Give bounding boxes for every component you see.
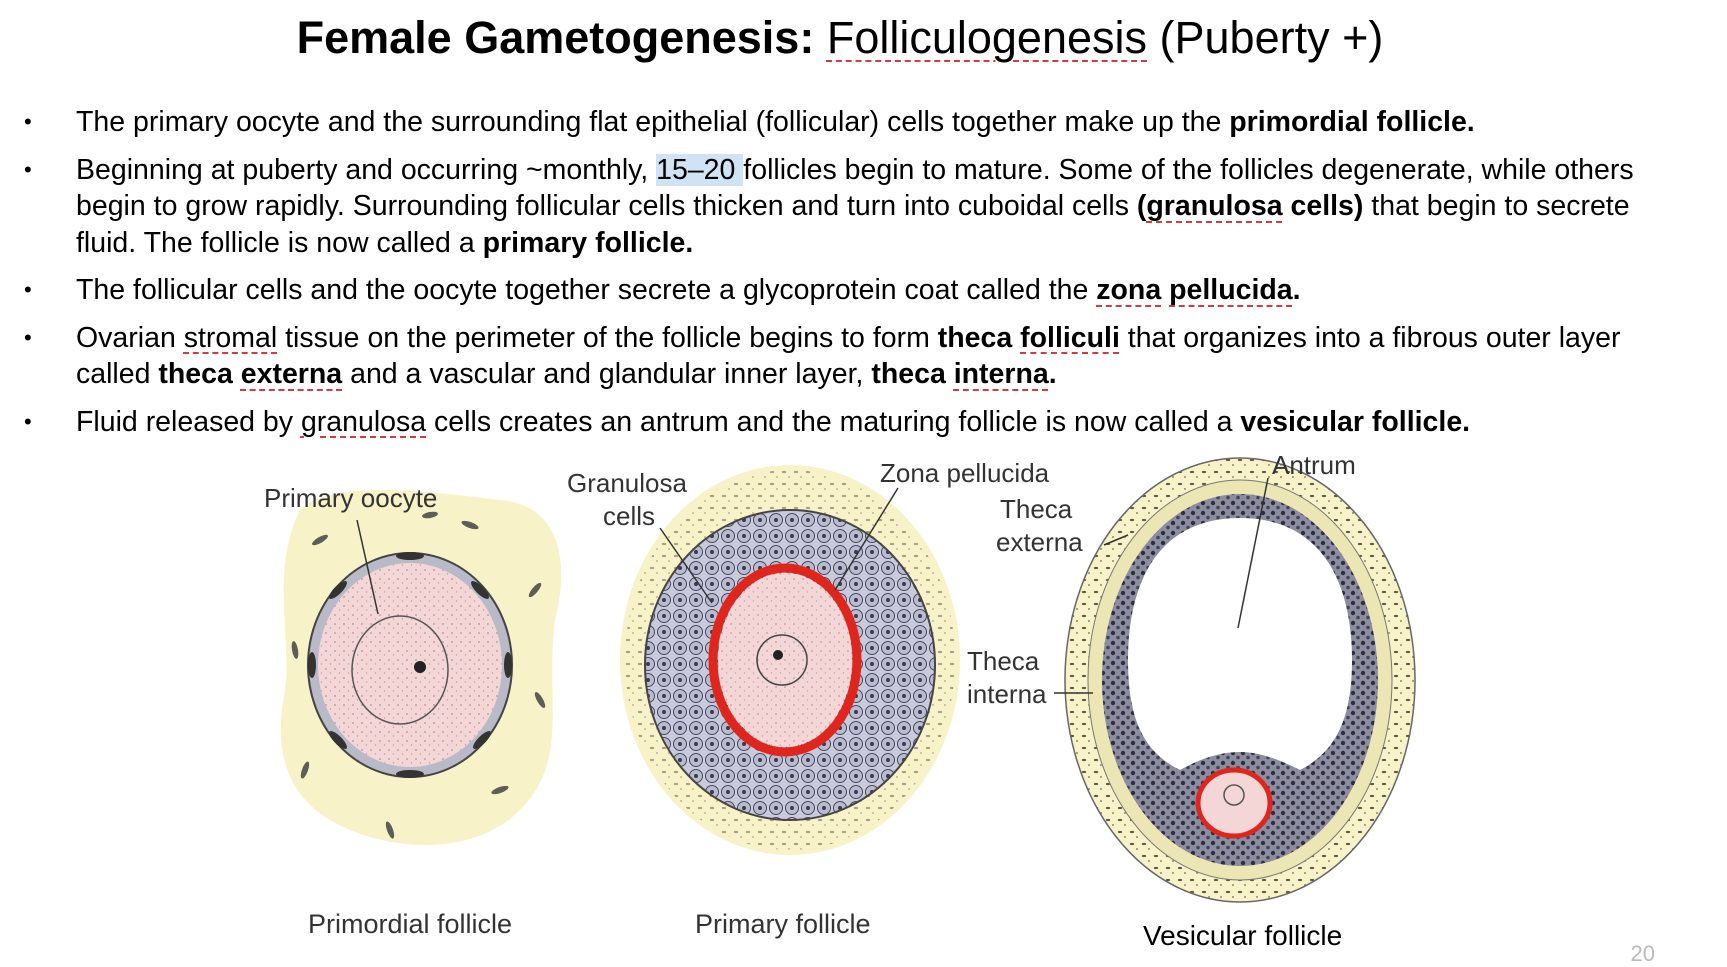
- label-theca-externa-2: externa: [996, 527, 1083, 557]
- zona-pellucida-term: zona pellucida.: [1096, 274, 1300, 306]
- bullet-2-text-c: that begin to secrete fluid. The follicl…: [76, 190, 1630, 259]
- leader-primary-oocyte: [356, 519, 379, 615]
- externa-word: externa: [240, 358, 343, 390]
- leader-granulosa: [659, 527, 713, 604]
- label-zona-pellucida: Zona pellucida: [880, 458, 1050, 488]
- leader-theca-externa: [1103, 534, 1129, 546]
- stromal-term: stromal: [183, 321, 278, 354]
- caption-primary: Primary follicle: [695, 909, 871, 939]
- stromal-cells: [291, 511, 546, 839]
- bullet-4-text-d: and a vascular and glandular inner layer…: [342, 358, 872, 390]
- bullet-4-text-b: tissue on the perimeter of the follicle …: [277, 321, 938, 354]
- bullet-dot-icon: •: [24, 156, 32, 182]
- bullet-5: • Fluid released by granulosa cells creat…: [0, 404, 1727, 441]
- slide-title: Female Gametogenesis: Folliculogenesis (…: [0, 12, 1680, 64]
- label-granulosa-cells: cells: [603, 501, 655, 531]
- label-theca-interna-2: interna: [967, 679, 1047, 709]
- period: .: [1048, 358, 1057, 390]
- theca-interna-term: theca interna.: [871, 358, 1056, 390]
- zona-pellucida-ring: [1195, 767, 1273, 839]
- label-granulosa: Granulosa: [567, 468, 687, 498]
- label-theca-interna-1: Theca: [967, 646, 1040, 676]
- bullet-2-granulosa: (granulosa cells): [1137, 190, 1364, 222]
- primary-follicle-drawing: [620, 465, 960, 855]
- bullet-dot-icon: •: [24, 109, 32, 134]
- oocyte-stipple: [718, 573, 852, 747]
- theca-word: theca: [871, 358, 954, 390]
- title-term: Folliculogenesis: [826, 12, 1148, 63]
- bullet-5-bold: vesicular follicle.: [1240, 405, 1471, 438]
- pellucida-word: pellucida: [1169, 274, 1293, 306]
- bullet-3-text: The follicular cells and the oocyte toge…: [76, 274, 1097, 306]
- title-rest: (Puberty +): [1159, 12, 1384, 63]
- title-bold: Female Gametogenesis:: [296, 12, 815, 63]
- bullet-3: • The follicular cells and the oocyte tog…: [0, 272, 1727, 309]
- period: .: [1292, 274, 1301, 306]
- text-selection-highlight: 15–20: [656, 153, 744, 186]
- bullet-4-text-a: Ovarian: [76, 321, 184, 354]
- bullet-list: • The primary oocyte and the surrounding …: [0, 104, 1727, 451]
- bullet-1: • The primary oocyte and the surrounding …: [0, 104, 1727, 141]
- bullet-2: • Beginning at puberty and occurring ~mon…: [0, 152, 1727, 262]
- bullet-5-text-a: Fluid released by: [76, 405, 301, 438]
- nucleolus: [773, 650, 783, 660]
- primordial-follicle-drawing: [280, 490, 562, 845]
- oocyte-nucleus: [351, 615, 449, 725]
- leader-zona: [834, 487, 899, 591]
- label-antrum: Antrum: [1272, 450, 1356, 480]
- bullet-4-text-c: that organizes into a fibrous outer laye…: [76, 321, 1621, 391]
- bullet-2-text-b: follicles begin to mature. Some of the f…: [76, 153, 1634, 223]
- oocyte-nucleus: [1223, 784, 1245, 806]
- paren-close: cells): [1282, 190, 1364, 222]
- antrum-cavity: [1128, 518, 1352, 770]
- oocyte-stipple: [318, 563, 502, 767]
- theca-externa-term: theca externa: [158, 358, 342, 390]
- folliculi-word: folliculi: [1020, 321, 1120, 354]
- paren-open: (: [1136, 190, 1147, 222]
- slide-number: 20: [1630, 941, 1655, 966]
- theca-word: theca: [158, 358, 241, 390]
- theca-word: theca: [937, 321, 1021, 354]
- bullet-2-text-a: Beginning at puberty and occurring ~mont…: [76, 153, 657, 186]
- nucleolus: [414, 661, 426, 673]
- bullet-dot-icon: •: [24, 324, 32, 350]
- interna-word: interna: [953, 358, 1049, 390]
- granulosa-term: granulosa: [300, 405, 427, 438]
- label-theca-externa-1: Theca: [1000, 494, 1073, 524]
- bullet-1-text: The primary oocyte and the surrounding f…: [76, 106, 1230, 138]
- oocyte-nucleus: [756, 634, 808, 686]
- theca-folliculi-term: theca folliculi: [938, 322, 1120, 354]
- leader-antrum: [1237, 477, 1269, 629]
- caption-vesicular: Vesicular follicle: [1143, 920, 1342, 951]
- label-primary-oocyte: Primary oocyte: [264, 483, 437, 513]
- zona-pellucida-ring: [708, 563, 862, 757]
- bullet-5-text-b: cells creates an antrum and the maturing…: [426, 405, 1241, 438]
- bullet-dot-icon: •: [24, 277, 32, 302]
- granulosa-term: granulosa: [1146, 190, 1283, 222]
- bullet-1-bold: primordial follicle.: [1229, 106, 1475, 138]
- vesicular-follicle-drawing: [1054, 457, 1416, 903]
- bullet-4: • Ovarian stromal tissue on the perimeter…: [0, 320, 1727, 393]
- caption-primordial: Primordial follicle: [308, 909, 512, 939]
- bullet-dot-icon: •: [24, 408, 32, 434]
- flat-follicular-cells: [308, 552, 512, 778]
- bullet-2-bold: primary follicle.: [482, 226, 694, 259]
- zona-word: zona: [1096, 274, 1162, 306]
